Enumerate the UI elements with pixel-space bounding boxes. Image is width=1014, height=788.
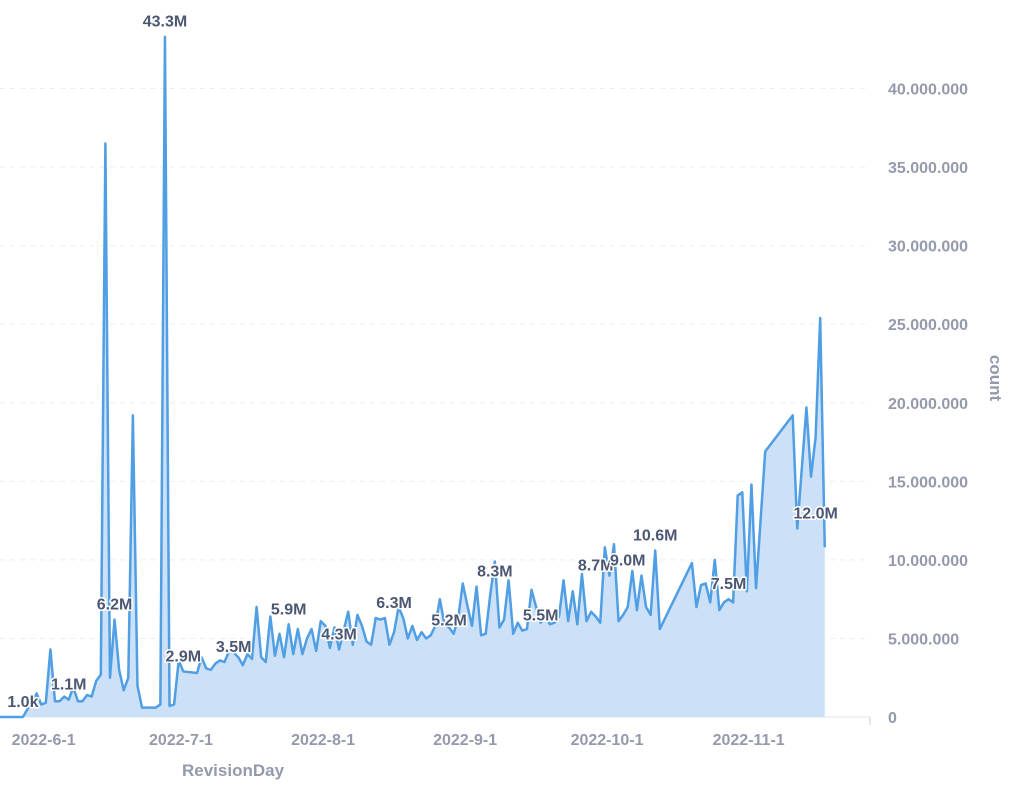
y-tick-label: 25.000.000 (888, 317, 968, 334)
y-tick-label: 0 (888, 710, 897, 727)
y-tick-label: 10.000.000 (888, 553, 968, 570)
x-tick-label: 2022-8-1 (291, 732, 355, 749)
x-tick-label: 2022-7-1 (149, 732, 213, 749)
data-label: 10.6M (633, 527, 677, 544)
x-tick-label: 2022-9-1 (433, 732, 497, 749)
data-label: 9.0M (610, 553, 646, 570)
data-label: 4.3M (321, 626, 357, 643)
y-axis-title: count (986, 355, 1005, 402)
y-axis-ticks: 0 5.000.000 10.000.000 15.000.000 20.000.000… (888, 82, 968, 727)
area-fill (0, 36, 825, 717)
data-label: 1.1M (51, 677, 87, 694)
data-label: 3.5M (216, 639, 252, 656)
data-label: 5.5M (523, 608, 559, 625)
data-label: 7.5M (711, 576, 747, 593)
y-tick-label: 30.000.000 (888, 239, 968, 256)
data-label: 8.3M (477, 564, 513, 581)
data-label: 43.3M (143, 14, 187, 31)
data-label: 6.2M (97, 597, 133, 614)
y-tick-label: 15.000.000 (888, 474, 968, 491)
x-tick-label: 2022-11-1 (713, 732, 785, 749)
y-tick-label: 40.000.000 (888, 82, 968, 99)
area-series (0, 35, 827, 719)
y-tick-label: 20.000.000 (888, 396, 968, 413)
data-label: 6.3M (376, 595, 412, 612)
y-tick-label: 35.000.000 (888, 160, 968, 177)
x-tick-label: 2022-10-1 (571, 732, 644, 749)
data-label: 5.2M (431, 612, 467, 629)
data-label: 8.7M (578, 557, 614, 574)
x-tick-label: 2022-6-1 (12, 732, 76, 749)
data-label: 12.0M (793, 505, 837, 522)
data-labels: 1.0k 1.1M 6.2M 43.3M 2.9M 3.5M 5.9M 4.3M 6.3M 5.2… (6, 12, 839, 712)
data-label: 2.9M (165, 648, 201, 665)
y-tick-label: 5.000.000 (888, 631, 959, 648)
data-label: 1.0k (7, 694, 38, 711)
series-line (0, 35, 827, 719)
data-label: 5.9M (271, 601, 307, 618)
x-axis-title: RevisionDay (182, 761, 285, 780)
x-axis-ticks: 2022-6-1 2022-7-1 2022-8-1 2022-9-1 2022-10-… (12, 732, 785, 749)
